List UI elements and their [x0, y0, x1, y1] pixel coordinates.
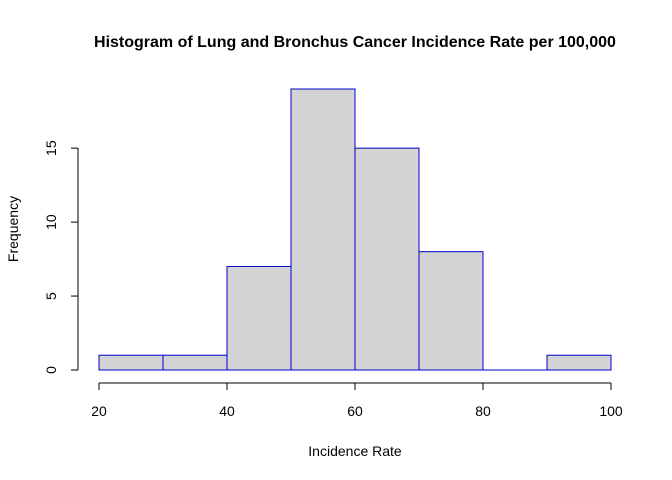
histogram-bar — [354, 147, 420, 371]
x-tick-label: 20 — [91, 403, 107, 419]
x-tick-label: 100 — [599, 403, 623, 419]
x-axis: 20 40 60 80 100 — [91, 382, 623, 419]
x-tick-label: 60 — [347, 403, 363, 419]
histogram-bar — [98, 354, 164, 371]
x-axis-label: Incidence Rate — [308, 443, 402, 459]
histogram-bar — [546, 354, 612, 371]
chart-title: Histogram of Lung and Bronchus Cancer In… — [94, 34, 616, 51]
histogram-bar — [290, 88, 356, 371]
histogram-bar — [226, 265, 292, 371]
bars-group — [98, 88, 612, 371]
y-axis-label: Frequency — [5, 196, 21, 262]
histogram-bar — [418, 251, 484, 371]
histogram-bar — [162, 354, 228, 371]
x-tick-label: 40 — [219, 403, 235, 419]
y-tick-label: 15 — [43, 140, 59, 156]
y-tick-label: 10 — [43, 214, 59, 230]
y-tick-label: 5 — [43, 292, 59, 300]
y-tick-label: 0 — [43, 366, 59, 374]
x-tick-label: 80 — [475, 403, 491, 419]
y-axis: 0 5 10 15 — [43, 140, 79, 374]
